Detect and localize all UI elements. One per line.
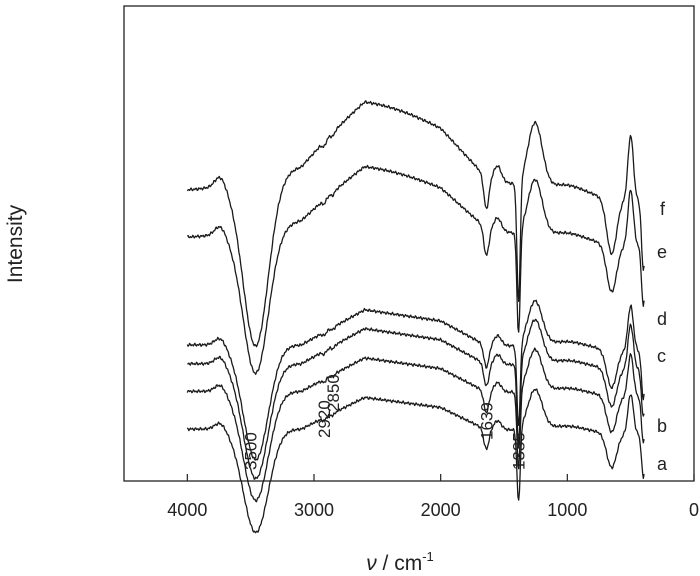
annotation-2850: 2850 (324, 374, 343, 412)
curve-b (186, 347, 645, 503)
curve-label-d: d (657, 309, 667, 329)
curve-label-f: f (660, 199, 666, 219)
curve-e (186, 164, 645, 375)
curve-label-b: b (657, 416, 667, 436)
x-axis-ticks: 4000 3000 2000 1000 0 (167, 474, 699, 520)
curve-d (186, 299, 645, 461)
y-axis-label: Intensity (4, 204, 27, 283)
curve-label-e: e (657, 242, 667, 262)
curve-label-c: c (657, 346, 666, 366)
curve-f (186, 100, 645, 348)
annotation-1639: 1639 (477, 402, 496, 440)
x-tick-label-0: 0 (689, 500, 699, 520)
annotation-2920: 2920 (315, 400, 334, 438)
annotation-3500: 3500 (242, 432, 261, 470)
curve-label-a: a (657, 454, 668, 474)
x-tick-label-2000: 2000 (421, 500, 461, 520)
plot-frame (123, 5, 695, 482)
x-tick-label-3000: 3000 (294, 500, 334, 520)
x-tick-label-4000: 4000 (167, 500, 207, 520)
curve-a (186, 388, 645, 534)
curve-labels: ab cd e f (657, 199, 668, 474)
annotation-1385: 1385 (510, 432, 529, 470)
x-tick-label-1000: 1000 (547, 500, 587, 520)
spectra-curves (186, 100, 645, 534)
curve-c (187, 318, 645, 480)
x-axis-label: ν / cm-1 (366, 549, 434, 575)
